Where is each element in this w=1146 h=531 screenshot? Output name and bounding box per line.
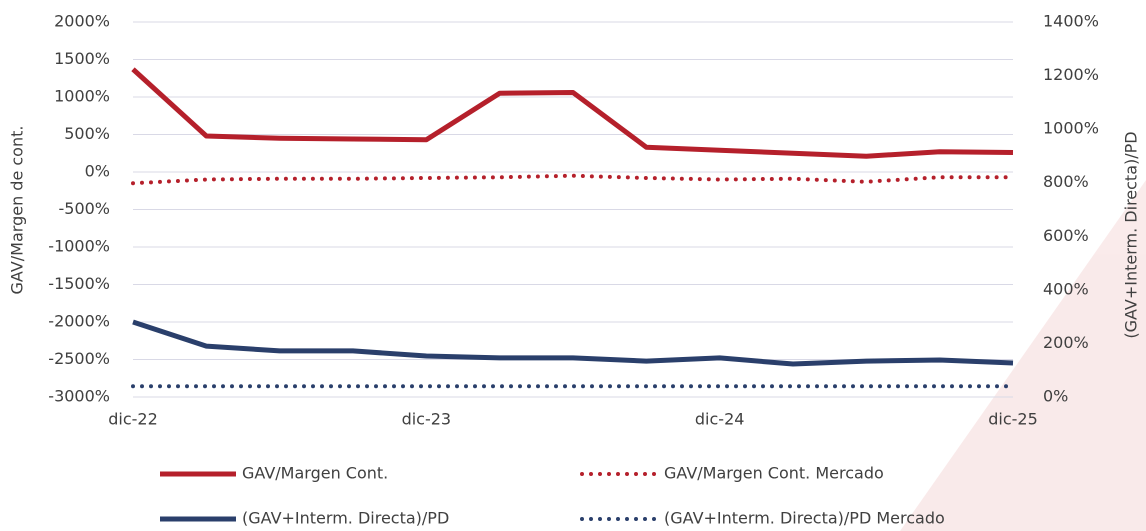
y-tick-label: 500% — [64, 124, 110, 143]
x-tick-label: dic-22 — [108, 410, 158, 429]
y2-tick-label: 800% — [1043, 172, 1089, 191]
y2-axis-label: (GAV+Interm. Directa)/PD — [1122, 131, 1141, 338]
series-line — [131, 173, 1015, 186]
y-tick-label: -2500% — [48, 349, 110, 368]
legend-label: (GAV+Interm. Directa)/PD Mercado — [664, 509, 945, 528]
y-tick-label: 1000% — [54, 87, 110, 106]
legend-label: (GAV+Interm. Directa)/PD — [242, 509, 449, 528]
legend-label: GAV/Margen Cont. Mercado — [664, 464, 884, 483]
x-tick-label: dic-23 — [402, 410, 452, 429]
series-line — [132, 319, 1014, 367]
y-tick-label: -1000% — [48, 237, 110, 256]
y2-tick-label: 0% — [1043, 387, 1068, 406]
y-tick-label: -3000% — [48, 387, 110, 406]
y-tick-label: 0% — [85, 162, 110, 181]
y-tick-label: 1500% — [54, 49, 110, 68]
y2-tick-label: 1400% — [1043, 12, 1099, 31]
x-tick-label: dic-24 — [695, 410, 745, 429]
y-axis-label: GAV/Margen de cont. — [8, 126, 27, 295]
y2-tick-label: 600% — [1043, 226, 1089, 245]
y2-tick-label: 1000% — [1043, 119, 1099, 138]
y-tick-label: -500% — [58, 199, 110, 218]
watermark — [900, 180, 1146, 531]
y-tick-label: -1500% — [48, 274, 110, 293]
y2-tick-label: 400% — [1043, 279, 1089, 298]
y-tick-label: 2000% — [54, 12, 110, 31]
watermark-shape — [900, 180, 1146, 531]
watermark-shape — [1000, 300, 1146, 531]
series-line — [131, 67, 1014, 159]
y-tick-label: -2000% — [48, 312, 110, 331]
y2-tick-label: 1200% — [1043, 65, 1099, 84]
y2-tick-label: 200% — [1043, 333, 1089, 352]
legend-label: GAV/Margen Cont. — [242, 464, 388, 483]
x-tick-label: dic-25 — [988, 410, 1038, 429]
